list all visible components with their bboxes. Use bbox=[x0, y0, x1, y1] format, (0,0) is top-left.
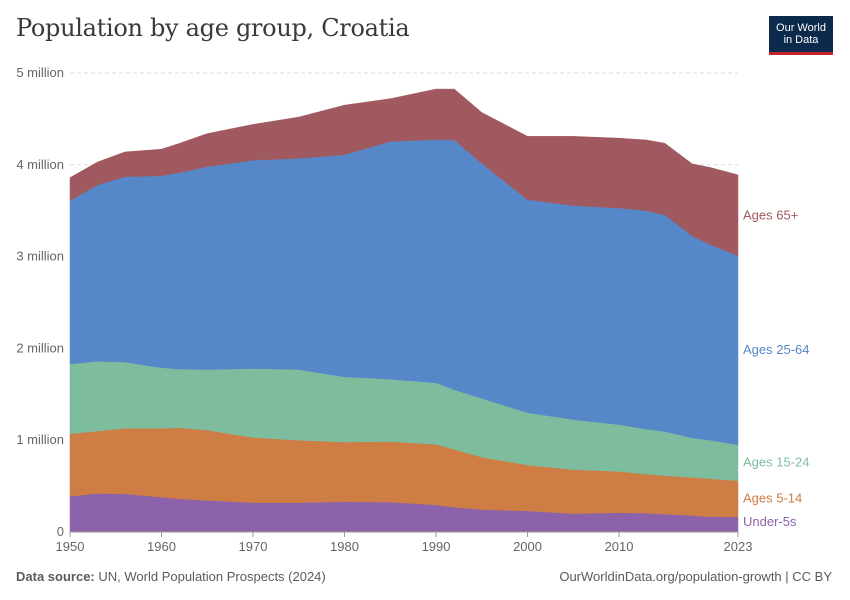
series-labels: Under-5s Ages 5-14 Ages 15-24 Ages 25-64 Age… bbox=[743, 207, 810, 529]
y-tick-label: 0 bbox=[57, 524, 64, 539]
data-source-text: UN, World Population Prospects (2024) bbox=[98, 569, 326, 584]
y-tick-label: 4 million bbox=[16, 157, 64, 172]
y-tick-label: 1 million bbox=[16, 432, 64, 447]
legend-label-ages-5-14: Ages 5-14 bbox=[743, 491, 802, 506]
data-source-label: Data source: bbox=[16, 569, 95, 584]
source-url-link[interactable]: OurWorldinData.org/population-growth | C… bbox=[559, 569, 832, 584]
legend-label-under-5s: Under-5s bbox=[743, 514, 797, 529]
x-axis: 1950 1960 1970 1980 1990 2000 2010 2023 bbox=[56, 531, 753, 554]
legend-label-ages-25-64: Ages 25-64 bbox=[743, 342, 810, 357]
area-ages-65 bbox=[69, 88, 739, 257]
y-axis: 0 1 million 2 million 3 million 4 million 5 m… bbox=[16, 65, 64, 539]
logo-line-1: Our World bbox=[776, 22, 826, 34]
logo-line-2: in Data bbox=[783, 34, 819, 46]
data-source: Data source: UN, World Population Prospe… bbox=[16, 569, 326, 584]
legend-label-ages-15-24: Ages 15-24 bbox=[743, 455, 810, 470]
y-tick-label: 5 million bbox=[16, 65, 64, 80]
y-tick-label: 2 million bbox=[16, 340, 64, 355]
x-tick-label: 1970 bbox=[239, 539, 268, 554]
x-tick-label: 2023 bbox=[724, 539, 753, 554]
x-tick-label: 1950 bbox=[56, 539, 85, 554]
legend-label-ages-65: Ages 65+ bbox=[743, 207, 798, 222]
x-tick-label: 1960 bbox=[147, 539, 176, 554]
x-tick-label: 1980 bbox=[330, 539, 359, 554]
x-tick-label: 1990 bbox=[422, 539, 451, 554]
chart-title: Population by age group, Croatia bbox=[16, 14, 410, 42]
x-tick-label: 2000 bbox=[513, 539, 542, 554]
x-tick-label: 2010 bbox=[605, 539, 634, 554]
owid-logo[interactable]: Our World in Data bbox=[769, 16, 833, 55]
y-tick-label: 3 million bbox=[16, 249, 64, 264]
stacked-areas bbox=[69, 88, 739, 533]
